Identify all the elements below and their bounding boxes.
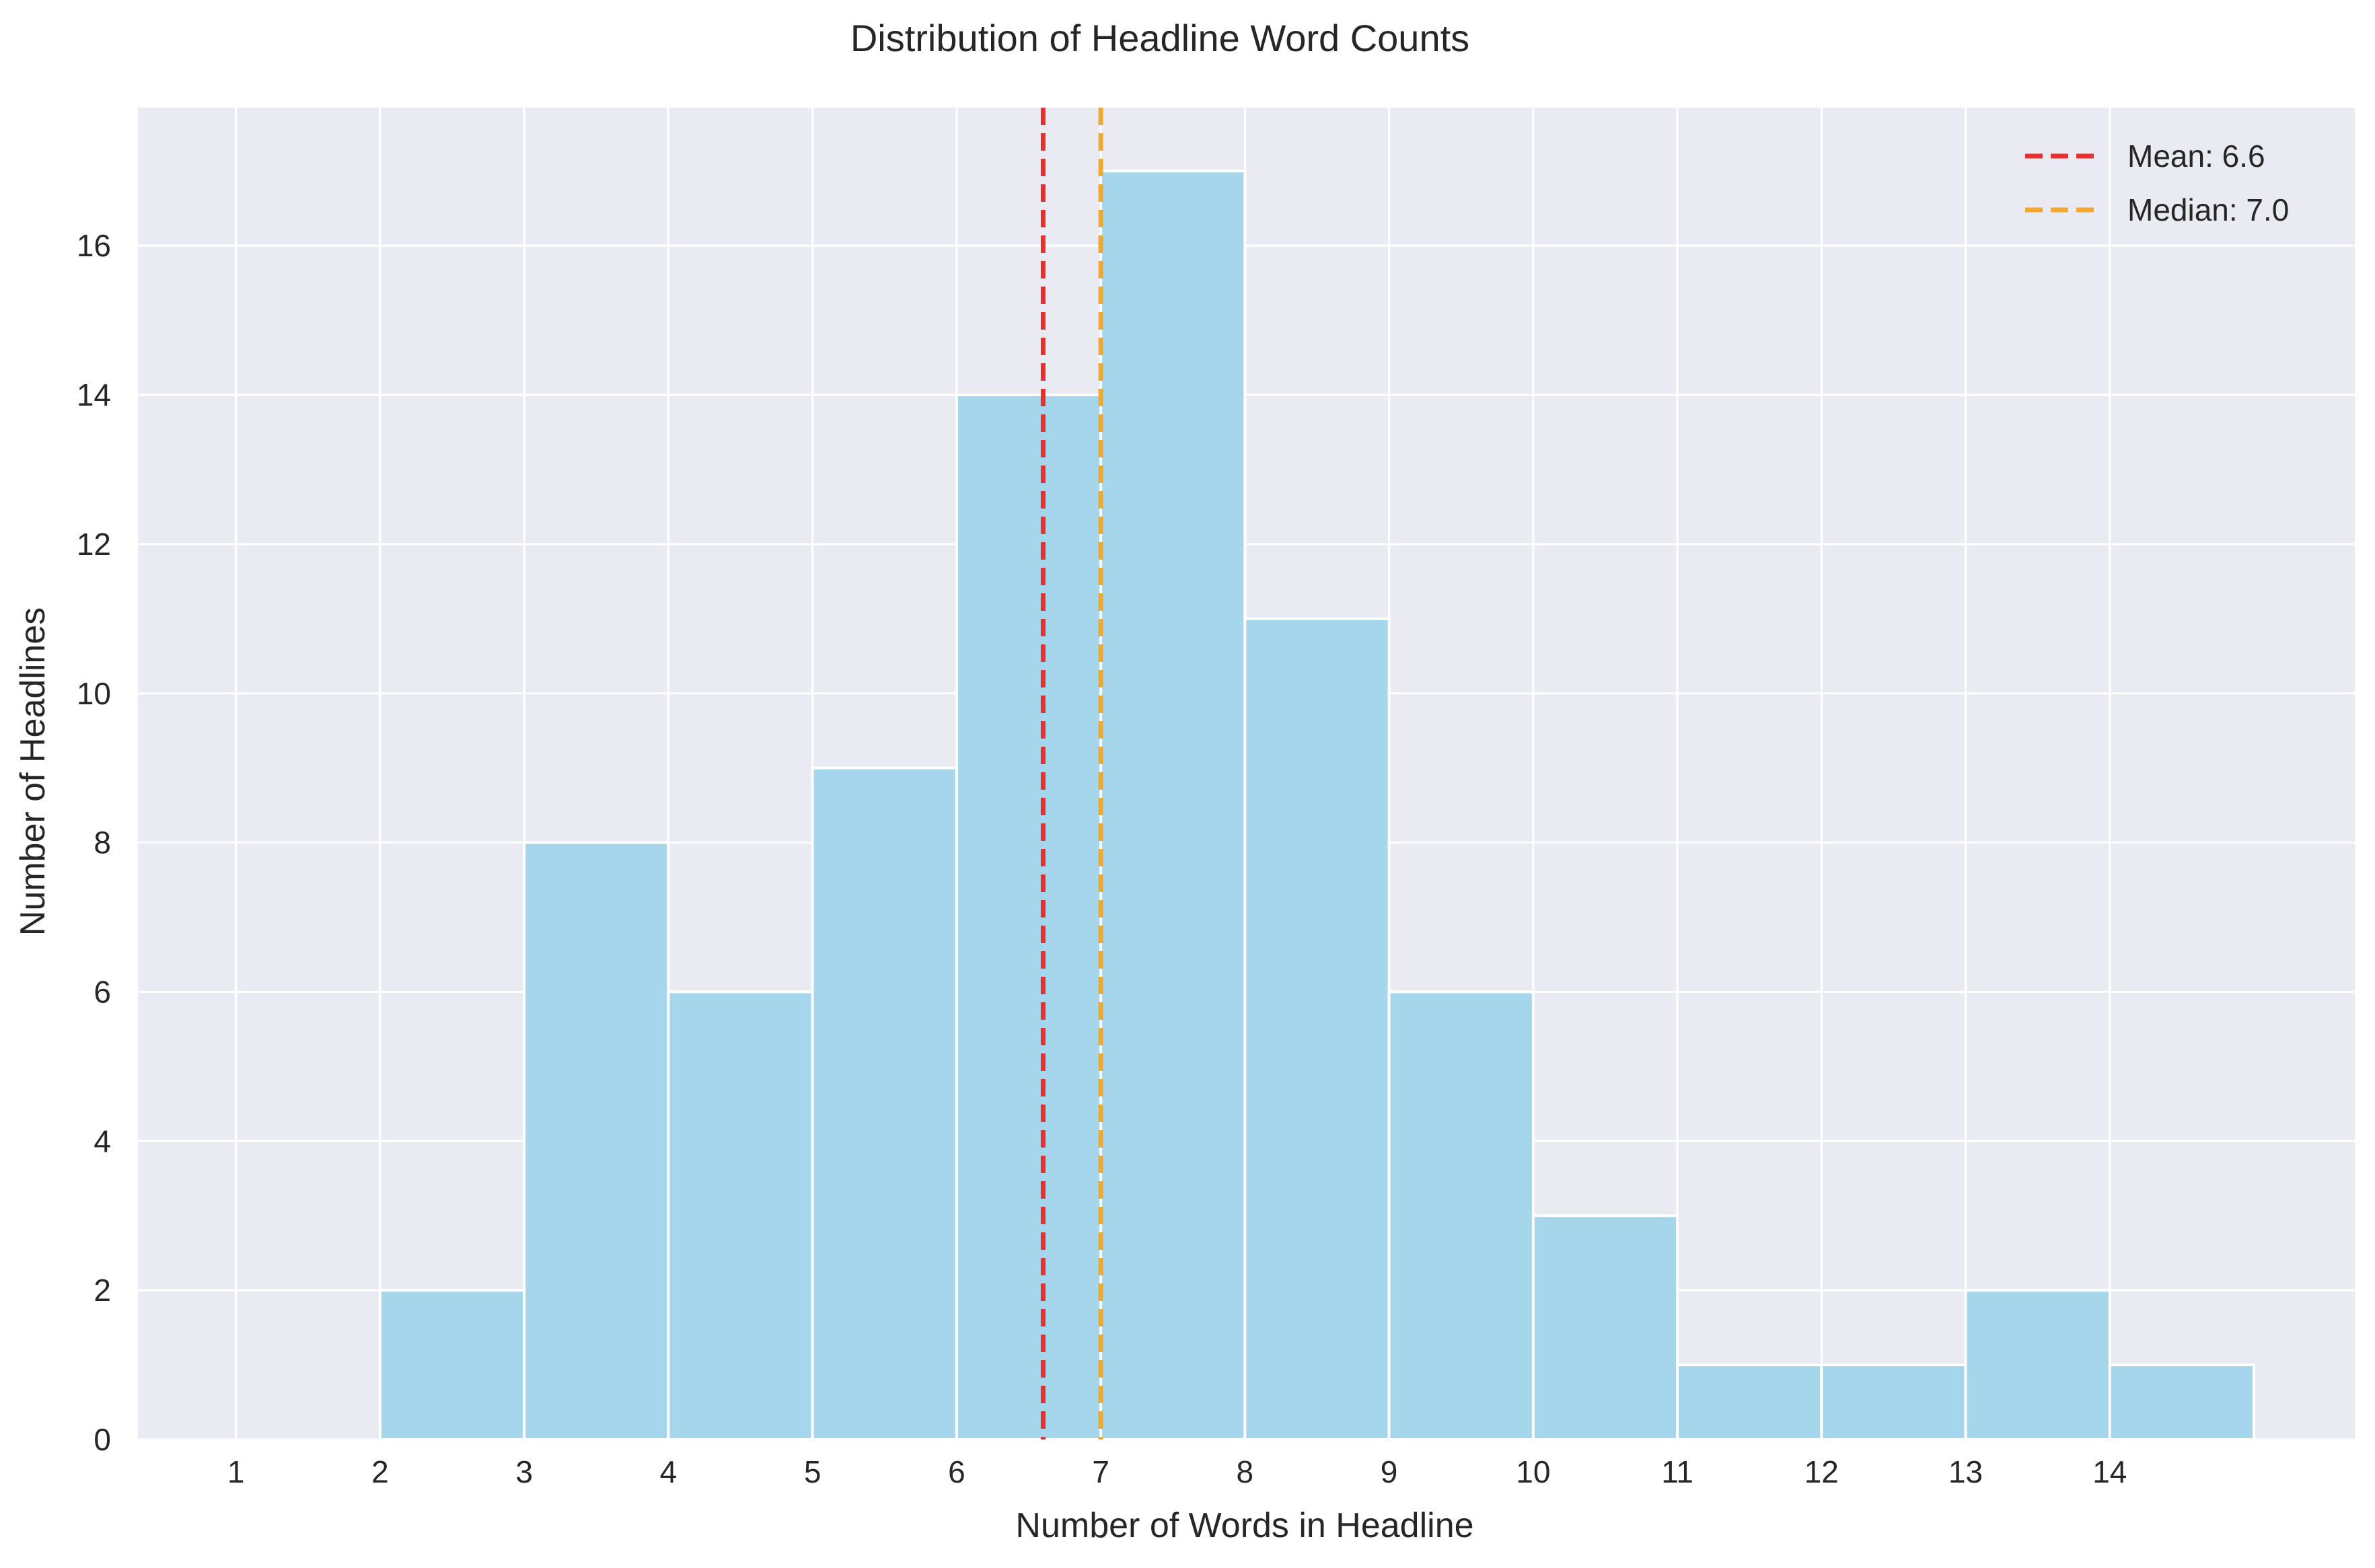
y-tick-label: 10 [77,676,111,711]
histogram-bar [1964,1289,2111,1441]
histogram-bars [378,170,2256,1442]
histogram-bar [1531,1214,1679,1442]
histogram-bar [523,841,670,1442]
histogram-bar [378,1289,526,1441]
y-tick-label: 2 [94,1273,111,1308]
x-tick-label: 6 [948,1454,965,1489]
x-tick-label: 10 [1516,1454,1550,1489]
legend: Mean: 6.6 Median: 7.0 [2025,139,2289,227]
y-tick-label: 8 [94,825,111,860]
x-tick-label: 2 [371,1454,389,1489]
x-tick-label: 4 [660,1454,678,1489]
y-tick-label: 12 [77,527,111,562]
histogram-bar [1099,170,1247,1441]
x-tick-label: 14 [2092,1454,2127,1489]
reference-lines [1040,108,1103,1440]
histogram-bar [1243,617,1391,1441]
x-tick-label: 12 [1804,1454,1839,1489]
legend-label: Mean: 6.6 [2127,139,2265,174]
x-axis-ticks: 1 2 3 4 5 6 7 8 9 10 11 12 13 14 [227,1454,2127,1489]
x-tick-label: 11 [1661,1454,1693,1489]
y-tick-label: 4 [94,1123,111,1158]
y-tick-label: 14 [77,377,111,412]
y-tick-label: 0 [94,1422,111,1457]
x-tick-label: 13 [1948,1454,1983,1489]
x-tick-label: 3 [515,1454,533,1489]
histogram-bar [1820,1364,1967,1442]
legend-label: Median: 7.0 [2127,192,2289,227]
x-tick-label: 8 [1237,1454,1254,1489]
histogram-bar [667,990,814,1441]
x-tick-label: 5 [804,1454,821,1489]
x-tick-label: 9 [1381,1454,1398,1489]
histogram-bar [2108,1364,2256,1442]
x-tick-label: 7 [1092,1454,1109,1489]
histogram-bar [1387,990,1535,1441]
y-tick-label: 16 [77,228,111,263]
chart-title: Distribution of Headline Word Counts [850,17,1469,59]
y-tick-label: 6 [94,974,111,1009]
y-axis-ticks: 0 2 4 6 8 10 12 14 16 [77,228,111,1457]
histogram-bar [1676,1364,1823,1442]
y-axis-label: Number of Headlines [13,607,52,936]
histogram-bar [955,394,1103,1441]
x-tick-label: 1 [227,1454,245,1489]
histogram-bar [811,766,958,1441]
x-axis-label: Number of Words in Headline [1015,1506,1473,1545]
